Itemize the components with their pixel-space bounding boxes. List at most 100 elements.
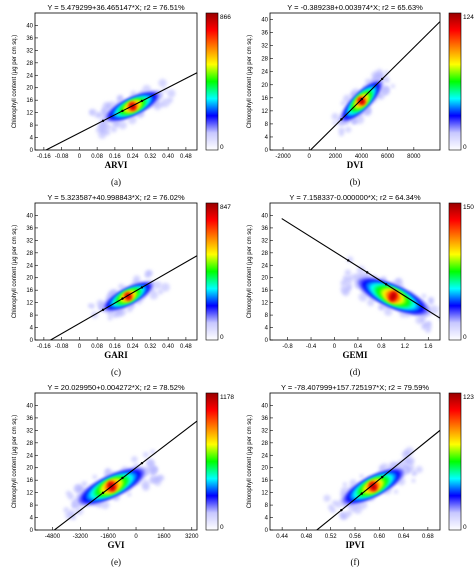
fit-marker (101, 308, 105, 312)
x-tick-label: 3200 (185, 534, 199, 540)
y-tick-label: 32 (26, 238, 33, 244)
plot-area (270, 13, 440, 150)
x-tick-label: 0.4 (354, 344, 363, 350)
panel-3: 0 4 8 12 16 20 24 28 32 36 40 -0.16 -0.08 0 0.08 0.16 0.… (12, 193, 231, 377)
x-tick-label: 0.08 (91, 344, 103, 350)
x-tick-label: -3200 (73, 534, 89, 540)
plot-area (35, 393, 197, 530)
panel-caption: (a) (111, 177, 121, 187)
fit-marker (121, 109, 124, 113)
density-cloud (331, 68, 395, 137)
y-tick-label: 32 (261, 428, 268, 434)
colorbar-max-label: 866 (220, 14, 231, 21)
plot-frame (34, 202, 198, 341)
y-tick-label: 28 (26, 251, 33, 257)
y-tick-label: 24 (26, 73, 33, 79)
y-axis-label: Chlorophyll content (µg per cm sq.) (12, 35, 18, 129)
y-tick-label: 32 (261, 44, 268, 50)
y-tick-label: 20 (261, 466, 268, 472)
colorbar-min-label: 0 (220, 144, 224, 151)
y-tick-label: 16 (261, 478, 268, 484)
x-tick-label: -0.4 (306, 344, 317, 350)
x-tick-label: 0.32 (145, 344, 157, 350)
panel-caption: (f) (351, 557, 360, 567)
y-tick-label: 36 (261, 416, 268, 422)
regression-line (315, 429, 440, 530)
y-tick-label: 24 (261, 70, 268, 76)
x-tick-label: 0.32 (145, 154, 157, 160)
x-tick-label: 0.40 (162, 344, 174, 350)
y-tick-label: 12 (26, 491, 33, 497)
y-tick-label: 0 (265, 528, 269, 534)
colorbar-max-label: 1509 (463, 204, 474, 211)
y-tick-label: 12 (26, 111, 33, 117)
x-axis-label: ARVI (105, 160, 128, 170)
y-tick-label: 0 (265, 338, 269, 344)
plot-area (35, 203, 197, 340)
colorbar-max-label: 124 (463, 14, 474, 21)
x-tick-label: 0.24 (127, 154, 139, 160)
y-axis-label: Chlorophyll content (µg per cm sq.) (12, 415, 18, 509)
y-tick-label: 4 (30, 326, 34, 332)
y-axis-label: Chlorophyll content (µg per cm sq.) (247, 225, 253, 319)
x-tick-label: 0 (333, 344, 337, 350)
colorbar (448, 202, 462, 341)
x-tick-label: -0.16 (37, 344, 51, 350)
fit-marker (121, 297, 124, 300)
fit-marker (340, 118, 343, 121)
y-tick-label: 28 (26, 441, 33, 447)
plot-frame (34, 12, 198, 151)
colorbar (448, 12, 462, 151)
y-tick-label: 20 (261, 276, 268, 282)
x-axis-label: DVI (347, 160, 364, 170)
y-tick-label: 12 (261, 301, 268, 307)
y-axis-label: Chlorophyll content (µg per cm sq.) (12, 225, 18, 319)
y-tick-label: 0 (30, 148, 34, 154)
y-tick-label: 32 (26, 48, 33, 54)
fit-marker (140, 286, 144, 289)
panel-4: 0 4 8 12 16 20 24 28 32 36 40 -0.8 -0.4 0 0.4 0.8 1.2 1.6… (247, 193, 474, 377)
panel-2: 0 4 8 12 16 20 24 28 32 36 40 -2000 0 2000 4000 6000 800… (247, 3, 474, 187)
y-tick-label: 0 (30, 528, 34, 534)
y-tick-label: 36 (26, 416, 33, 422)
y-tick-label: 40 (261, 213, 268, 219)
y-tick-label: 24 (261, 453, 268, 459)
colorbar (205, 202, 219, 341)
density-cloud (340, 256, 440, 333)
panel-6: 0 4 8 12 16 20 24 28 32 36 40 0.44 0.48 0.52 0.56 0.60 0… (247, 383, 474, 567)
y-tick-label: 40 (26, 213, 33, 219)
y-tick-label: 40 (261, 403, 268, 409)
y-tick-label: 40 (26, 23, 33, 29)
y-axis-label: Chlorophyll content (µg per cm sq.) (247, 415, 253, 509)
colorbar (448, 392, 462, 531)
y-tick-label: 4 (265, 135, 269, 141)
x-tick-label: 0.24 (127, 344, 139, 350)
y-tick-label: 28 (261, 441, 268, 447)
x-tick-label: -4800 (45, 534, 61, 540)
x-axis-label: IPVI (345, 540, 364, 550)
panel-5: 0 4 8 12 16 20 24 28 32 36 40 -4800 -3200 -1600 0 1600 3… (12, 383, 234, 567)
y-tick-label: 36 (26, 226, 33, 232)
fit-marker (360, 97, 363, 101)
x-tick-label: 0 (134, 534, 138, 540)
y-tick-label: 28 (261, 251, 268, 257)
y-tick-label: 16 (26, 288, 33, 294)
y-tick-label: 40 (261, 18, 268, 24)
y-tick-label: 8 (265, 503, 269, 509)
panel-caption: (e) (111, 557, 121, 567)
x-tick-label: 0.60 (373, 534, 385, 540)
y-tick-label: 24 (26, 453, 33, 459)
y-tick-label: 20 (26, 86, 33, 92)
y-tick-label: 36 (261, 31, 268, 37)
x-tick-label: 0.64 (398, 534, 410, 540)
y-tick-label: 4 (30, 516, 34, 522)
x-axis-label: GVI (107, 540, 125, 550)
y-tick-label: 36 (261, 226, 268, 232)
fit-marker (121, 476, 124, 480)
y-tick-label: 0 (30, 338, 34, 344)
regression-equation: Y = -78.407999+157.725197*X; r2 = 79.59% (281, 383, 429, 392)
y-tick-label: 8 (265, 313, 269, 319)
fit-marker (381, 77, 384, 81)
y-tick-label: 28 (261, 57, 268, 63)
y-tick-label: 16 (261, 288, 268, 294)
